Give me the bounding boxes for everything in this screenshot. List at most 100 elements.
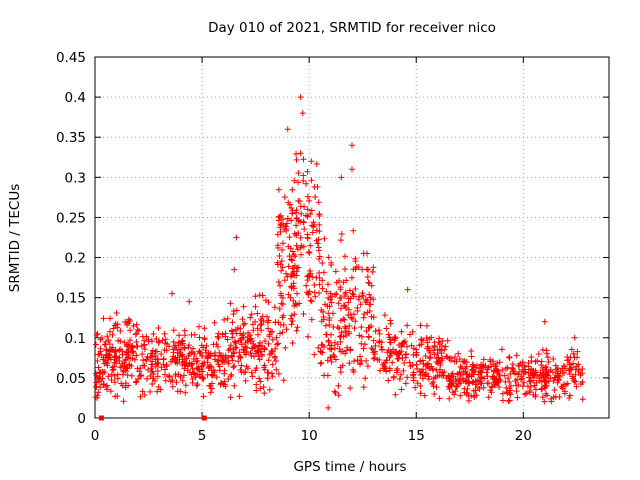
data-point xyxy=(325,254,332,261)
data-point xyxy=(289,248,296,255)
data-point xyxy=(95,389,102,396)
data-point xyxy=(133,330,140,337)
data-point xyxy=(188,371,195,378)
data-point xyxy=(431,339,438,346)
data-point xyxy=(97,348,104,355)
data-point xyxy=(266,333,273,340)
data-point xyxy=(125,351,132,358)
data-point xyxy=(277,261,284,268)
data-point xyxy=(105,373,112,380)
data-point xyxy=(221,378,228,385)
data-point xyxy=(401,359,408,366)
data-point xyxy=(154,373,161,380)
data-point xyxy=(269,361,276,368)
data-point xyxy=(436,395,443,402)
data-point xyxy=(358,292,365,299)
data-point xyxy=(160,361,167,368)
data-point xyxy=(136,368,143,375)
data-point xyxy=(292,300,299,307)
data-point xyxy=(485,364,492,371)
data-point xyxy=(276,305,283,312)
data-point xyxy=(264,369,271,376)
data-point xyxy=(385,331,392,338)
data-point xyxy=(162,377,169,384)
data-point xyxy=(319,277,326,284)
data-point xyxy=(328,299,335,306)
data-point xyxy=(499,397,506,404)
data-point xyxy=(159,337,166,344)
data-point xyxy=(457,363,464,370)
data-point xyxy=(366,280,373,287)
data-point xyxy=(493,379,500,386)
data-point xyxy=(342,291,349,298)
data-point xyxy=(539,346,546,353)
x-tick-label: 15 xyxy=(408,428,425,444)
data-point xyxy=(490,368,497,375)
data-point xyxy=(506,397,513,404)
data-point xyxy=(97,336,104,343)
data-point xyxy=(305,249,312,256)
data-point xyxy=(507,391,514,398)
data-point xyxy=(297,244,304,251)
grid-lines xyxy=(95,57,609,418)
y-tick-label: 0 xyxy=(77,411,86,427)
data-point xyxy=(378,343,385,350)
data-point xyxy=(242,351,249,358)
data-point xyxy=(279,314,286,321)
data-point xyxy=(232,340,239,347)
data-point xyxy=(419,369,426,376)
data-point xyxy=(360,345,367,352)
x-tick-label: 20 xyxy=(515,428,532,444)
data-point xyxy=(368,345,375,352)
data-point xyxy=(333,290,340,297)
data-point xyxy=(364,273,371,280)
data-point xyxy=(305,272,312,279)
data-point xyxy=(459,375,466,382)
data-point xyxy=(438,347,445,354)
data-point xyxy=(349,290,356,297)
data-point xyxy=(499,346,506,353)
data-point xyxy=(149,381,156,388)
data-point xyxy=(295,264,302,271)
data-point xyxy=(151,377,158,384)
data-point xyxy=(323,288,330,295)
data-point xyxy=(331,388,338,395)
data-point xyxy=(260,383,267,390)
x-tick-label: 5 xyxy=(198,428,207,444)
data-point xyxy=(242,377,249,384)
y-tick-label: 0.2 xyxy=(65,251,86,267)
data-point xyxy=(509,365,516,372)
data-point xyxy=(328,354,335,361)
data-point xyxy=(341,316,348,323)
data-point xyxy=(481,375,488,382)
data-point xyxy=(435,354,442,361)
data-point xyxy=(297,150,304,157)
data-point xyxy=(548,395,555,402)
data-point xyxy=(421,392,428,399)
data-point xyxy=(147,388,154,395)
data-point xyxy=(478,374,485,381)
data-point xyxy=(278,221,285,228)
data-point xyxy=(319,342,326,349)
data-point xyxy=(288,312,295,319)
data-point xyxy=(283,326,290,333)
data-point xyxy=(308,158,315,165)
data-point xyxy=(261,364,268,371)
data-point xyxy=(357,361,364,368)
data-point xyxy=(517,376,524,383)
data-point xyxy=(445,375,452,382)
data-point xyxy=(501,372,508,379)
data-point xyxy=(400,339,407,346)
data-point xyxy=(284,126,291,133)
data-point xyxy=(413,361,420,368)
data-point xyxy=(229,357,236,364)
data-point xyxy=(552,393,559,400)
x-axis-label: GPS time / hours xyxy=(293,459,406,475)
data-point xyxy=(264,375,271,382)
data-point xyxy=(525,360,532,367)
data-point xyxy=(297,94,304,101)
data-point xyxy=(119,360,126,367)
data-point xyxy=(303,282,310,289)
data-point xyxy=(191,331,198,338)
data-point xyxy=(332,268,339,275)
